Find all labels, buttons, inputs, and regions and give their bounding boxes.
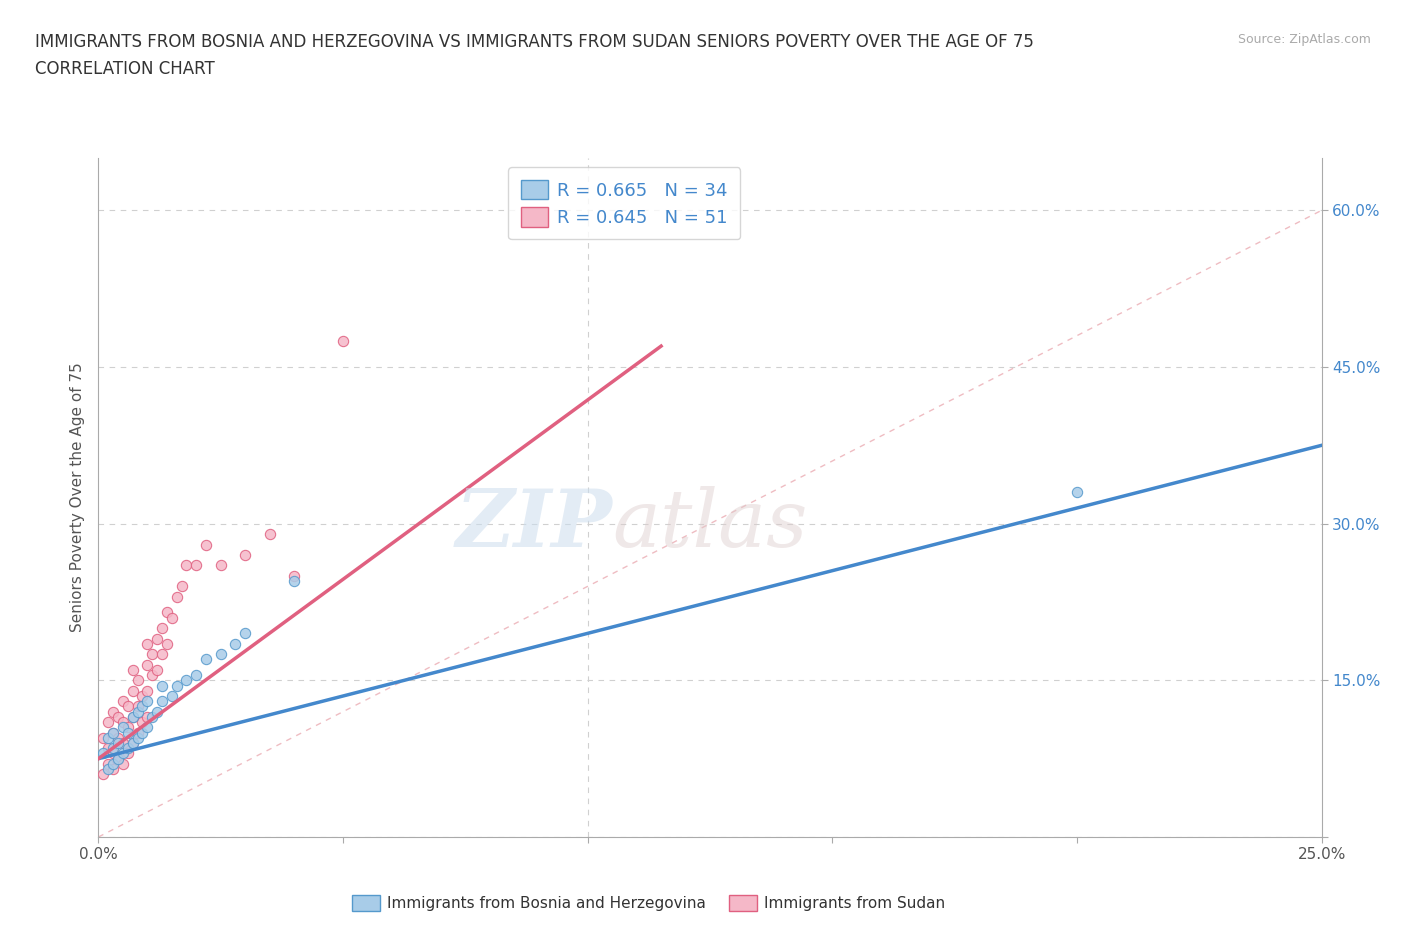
Point [107, 736, 129, 751]
Point [101, 704, 124, 719]
Point [150, 620, 173, 635]
Point [91, 730, 114, 745]
Point [131, 699, 153, 714]
Point [136, 710, 159, 724]
Point [101, 741, 124, 756]
Point [332, 334, 354, 349]
Point [141, 646, 163, 661]
Point [209, 646, 232, 661]
Point [160, 688, 183, 703]
Point [111, 720, 134, 735]
Point [111, 746, 134, 761]
Point [146, 662, 169, 677]
Point [127, 725, 149, 740]
Point [117, 725, 139, 740]
Point [146, 704, 169, 719]
Y-axis label: Seniors Poverty Over the Age of 75: Seniors Poverty Over the Age of 75 [69, 363, 84, 632]
Point [283, 574, 305, 589]
Point [136, 684, 159, 698]
Point [107, 710, 129, 724]
Point [127, 699, 149, 714]
Point [111, 756, 134, 771]
Text: CORRELATION CHART: CORRELATION CHART [35, 60, 215, 78]
Point [166, 678, 188, 693]
Point [121, 736, 143, 751]
Point [111, 714, 134, 729]
Point [136, 694, 159, 709]
Point [91, 746, 114, 761]
Point [127, 704, 149, 719]
Point [150, 646, 173, 661]
Point [97, 762, 120, 777]
Point [97, 741, 120, 756]
Point [224, 636, 246, 651]
Point [233, 548, 256, 563]
Point [121, 662, 143, 677]
Point [136, 658, 159, 672]
Point [156, 605, 179, 620]
Point [111, 736, 134, 751]
Point [97, 756, 120, 771]
Point [107, 751, 129, 766]
Point [1066, 485, 1088, 499]
Point [107, 751, 129, 766]
Point [150, 678, 173, 693]
Point [146, 631, 169, 646]
Point [101, 746, 124, 761]
Point [107, 730, 129, 745]
Point [156, 636, 179, 651]
Legend: Immigrants from Bosnia and Herzegovina, Immigrants from Sudan: Immigrants from Bosnia and Herzegovina, … [346, 889, 952, 917]
Point [136, 720, 159, 735]
Point [101, 725, 124, 740]
Point [121, 710, 143, 724]
Point [117, 699, 139, 714]
Point [136, 636, 159, 651]
Point [170, 578, 193, 593]
Point [91, 767, 114, 782]
Point [117, 746, 139, 761]
Point [127, 673, 149, 688]
Point [141, 710, 163, 724]
Point [209, 558, 232, 573]
Point [117, 720, 139, 735]
Point [186, 558, 208, 573]
Point [150, 694, 173, 709]
Point [101, 762, 124, 777]
Point [127, 730, 149, 745]
Point [283, 568, 305, 583]
Point [131, 714, 153, 729]
Text: atlas: atlas [612, 486, 807, 564]
Point [121, 736, 143, 751]
Text: ZIP: ZIP [456, 486, 612, 564]
Point [141, 668, 163, 683]
Text: IMMIGRANTS FROM BOSNIA AND HERZEGOVINA VS IMMIGRANTS FROM SUDAN SENIORS POVERTY : IMMIGRANTS FROM BOSNIA AND HERZEGOVINA V… [35, 33, 1033, 50]
Point [121, 710, 143, 724]
Point [195, 652, 218, 667]
Point [131, 725, 153, 740]
Point [101, 756, 124, 771]
Text: Source: ZipAtlas.com: Source: ZipAtlas.com [1237, 33, 1371, 46]
Point [176, 558, 198, 573]
Point [117, 741, 139, 756]
Point [166, 590, 188, 604]
Point [97, 730, 120, 745]
Point [176, 673, 198, 688]
Point [186, 668, 208, 683]
Point [131, 688, 153, 703]
Point [97, 714, 120, 729]
Point [259, 526, 281, 541]
Point [233, 626, 256, 641]
Point [160, 610, 183, 625]
Point [121, 684, 143, 698]
Point [101, 725, 124, 740]
Point [195, 538, 218, 552]
Point [111, 694, 134, 709]
